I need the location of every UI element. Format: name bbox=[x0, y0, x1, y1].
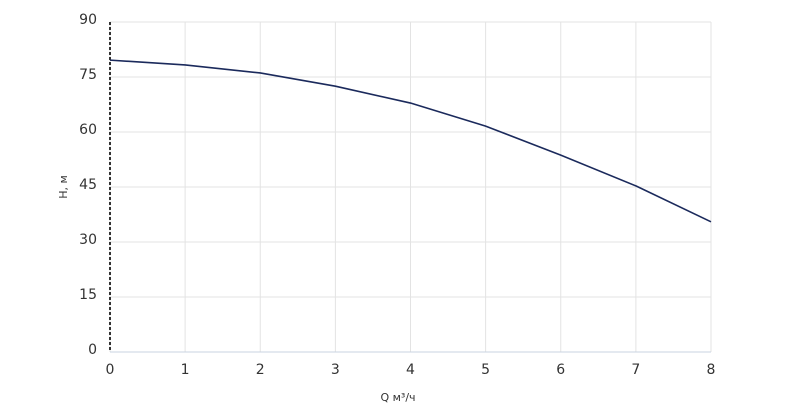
y-tick-label: 90 bbox=[79, 12, 97, 28]
y-tick-label: 0 bbox=[88, 342, 97, 358]
x-tick-label: 4 bbox=[406, 362, 415, 378]
y-axis-label: H, м bbox=[57, 175, 70, 199]
x-tick-label: 8 bbox=[707, 362, 716, 378]
y-tick-label: 30 bbox=[79, 232, 97, 248]
y-tick-label: 75 bbox=[79, 67, 97, 83]
x-tick-label: 2 bbox=[256, 362, 265, 378]
x-tick-label: 6 bbox=[556, 362, 565, 378]
x-tick-label: 5 bbox=[481, 362, 490, 378]
y-tick-label: 45 bbox=[79, 177, 97, 193]
x-tick-label: 7 bbox=[631, 362, 640, 378]
y-tick-label: 15 bbox=[79, 287, 97, 303]
x-tick-label: 3 bbox=[331, 362, 340, 378]
line bbox=[109, 59, 712, 223]
y-tick-label: 60 bbox=[79, 122, 97, 138]
x-tick-label: 1 bbox=[181, 362, 190, 378]
x-tick-label: 0 bbox=[106, 362, 115, 378]
x-axis-label: Q м³/ч bbox=[380, 391, 415, 404]
